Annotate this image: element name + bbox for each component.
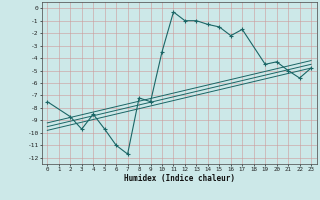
X-axis label: Humidex (Indice chaleur): Humidex (Indice chaleur) bbox=[124, 174, 235, 183]
